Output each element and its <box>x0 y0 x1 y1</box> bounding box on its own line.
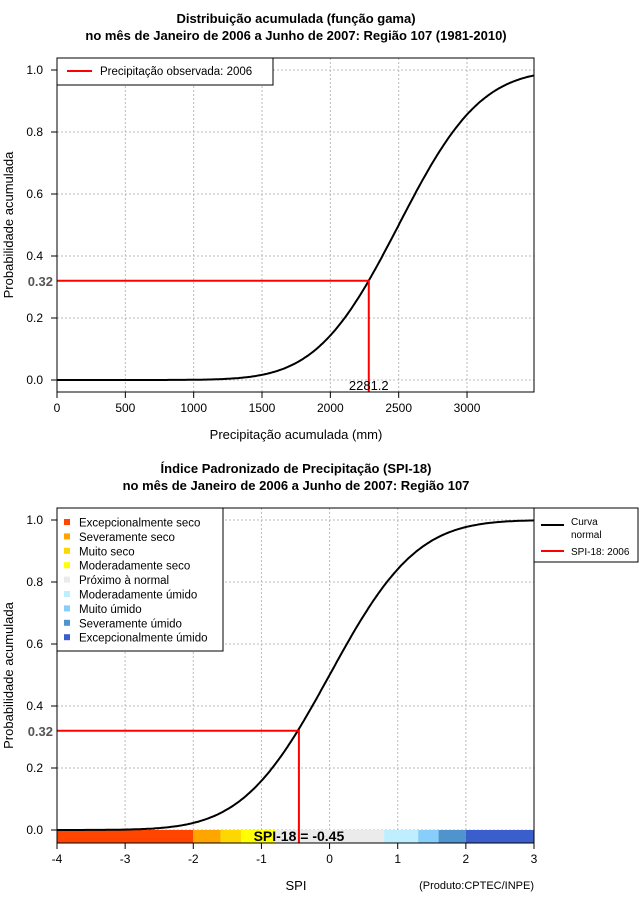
legend: Precipitação observada: 2006 <box>56 57 274 86</box>
category-legend: Excepcionalmente seco Severamente seco Mui… <box>56 507 224 652</box>
marker-y-label: 0.32 <box>28 724 53 739</box>
spi-color-band <box>438 830 466 843</box>
legend-entry: SPI-18: 2006 <box>571 547 630 558</box>
chart-subtitle: no mês de Janeiro de 2006 a Junho de 200… <box>85 28 506 43</box>
legend-entry: Muito úmido <box>79 604 142 616</box>
y-tick-label: 0.0 <box>26 373 43 387</box>
legend-swatch <box>64 562 70 569</box>
legend-swatch <box>64 605 70 612</box>
marker-y-label: 0.32 <box>28 274 53 289</box>
observed-marker-line <box>57 279 370 392</box>
cdf-curve <box>57 74 535 381</box>
y-tick-label: 0.0 <box>26 823 43 837</box>
legend-entry: Excepcionalmente seco <box>79 518 200 530</box>
x-tick-label: 1000 <box>180 401 207 415</box>
x-axis-label: Precipitação acumulada (mm) <box>210 427 383 442</box>
plot-frame <box>56 57 535 393</box>
legend-entry: Moderadamente seco <box>79 561 190 573</box>
legend-box <box>56 507 224 652</box>
legend-entry: Severamente seco <box>79 532 175 544</box>
spi-color-band <box>240 830 276 843</box>
legend-swatch <box>64 634 70 641</box>
spi-color-band <box>418 830 439 843</box>
legend-entry: normal <box>571 530 602 541</box>
y-tick-label: 0.2 <box>26 761 43 775</box>
x-tick-label: 2 <box>463 852 470 866</box>
y-tick-label: 0.4 <box>26 249 43 263</box>
legend-box <box>533 507 639 563</box>
y-tick-label: 0.6 <box>26 637 43 651</box>
spi-color-band <box>465 830 534 843</box>
legend-entry: Curva <box>571 517 598 528</box>
y-tick-label: 0.4 <box>26 699 43 713</box>
y-tick-label: 0.8 <box>26 125 43 139</box>
legend-entry: Precipitação observada: 2006 <box>100 66 252 78</box>
y-tick-label: 0.6 <box>26 187 43 201</box>
legend-box <box>56 57 274 86</box>
chart-panel-2: Índice Padronizado de Precipitação (SPI-… <box>1 461 639 893</box>
spi-color-band <box>193 830 221 843</box>
x-tick-label: 3000 <box>454 401 481 415</box>
credit-text: (Produto:CPTEC/INPE) <box>419 880 534 892</box>
x-axis-label: SPI <box>286 878 307 893</box>
legend-entry: Moderadamente úmido <box>79 590 197 602</box>
x-tick-label: 0 <box>326 852 333 866</box>
x-tick-label: -4 <box>52 852 63 866</box>
y-tick-label: 0.8 <box>26 575 43 589</box>
x-tick-label: 3 <box>531 852 538 866</box>
legend-swatch <box>64 519 70 525</box>
cdf-curve <box>57 519 535 831</box>
y-axis-label: Probabilidade acumulada <box>1 601 16 748</box>
legend-entry: Próximo à normal <box>79 575 169 587</box>
legend-swatch <box>64 576 70 583</box>
observed-marker-line <box>57 729 300 843</box>
chart-title: Distribuição acumulada (função gama) <box>176 11 415 26</box>
y-axis-label: Probabilidade acumulada <box>1 151 16 298</box>
x-tick-label: -2 <box>188 852 199 866</box>
y-tick-label: 1.0 <box>26 513 43 527</box>
legend-entry: Severamente úmido <box>79 618 182 630</box>
spi-color-band <box>220 830 241 843</box>
series-legend: Curva normal SPI-18: 2006 <box>533 507 639 563</box>
x-tick-label: 0 <box>54 401 61 415</box>
x-tick-label: -1 <box>256 852 267 866</box>
x-tick-label: -3 <box>120 852 131 866</box>
chart-title: Índice Padronizado de Precipitação (SPI-… <box>161 461 432 476</box>
chart-subtitle: no mês de Janeiro de 2006 a Junho de 200… <box>123 478 470 493</box>
legend-entry: Muito seco <box>79 546 135 558</box>
legend-swatch <box>64 547 70 554</box>
spi-color-band <box>384 830 419 843</box>
spi-color-band <box>57 830 194 843</box>
legend-swatch <box>64 533 70 540</box>
x-tick-label: 500 <box>115 401 135 415</box>
legend-swatch <box>64 619 70 626</box>
spi-value-annotation: SPI-18 = -0.45 <box>254 828 345 844</box>
y-tick-label: 0.2 <box>26 311 43 325</box>
legend-swatch <box>64 591 70 597</box>
marker-x-label: 2281.2 <box>349 378 389 393</box>
y-tick-label: 1.0 <box>26 63 43 77</box>
x-tick-label: 1 <box>394 852 401 866</box>
x-tick-label: 2500 <box>385 401 412 415</box>
spi-color-band <box>275 830 385 843</box>
x-tick-label: 2000 <box>317 401 344 415</box>
x-tick-label: 1500 <box>249 401 276 415</box>
legend-entry: Excepcionalmente úmido <box>79 633 208 645</box>
chart-panel-1: Distribuição acumulada (função gama) no m… <box>1 11 535 442</box>
